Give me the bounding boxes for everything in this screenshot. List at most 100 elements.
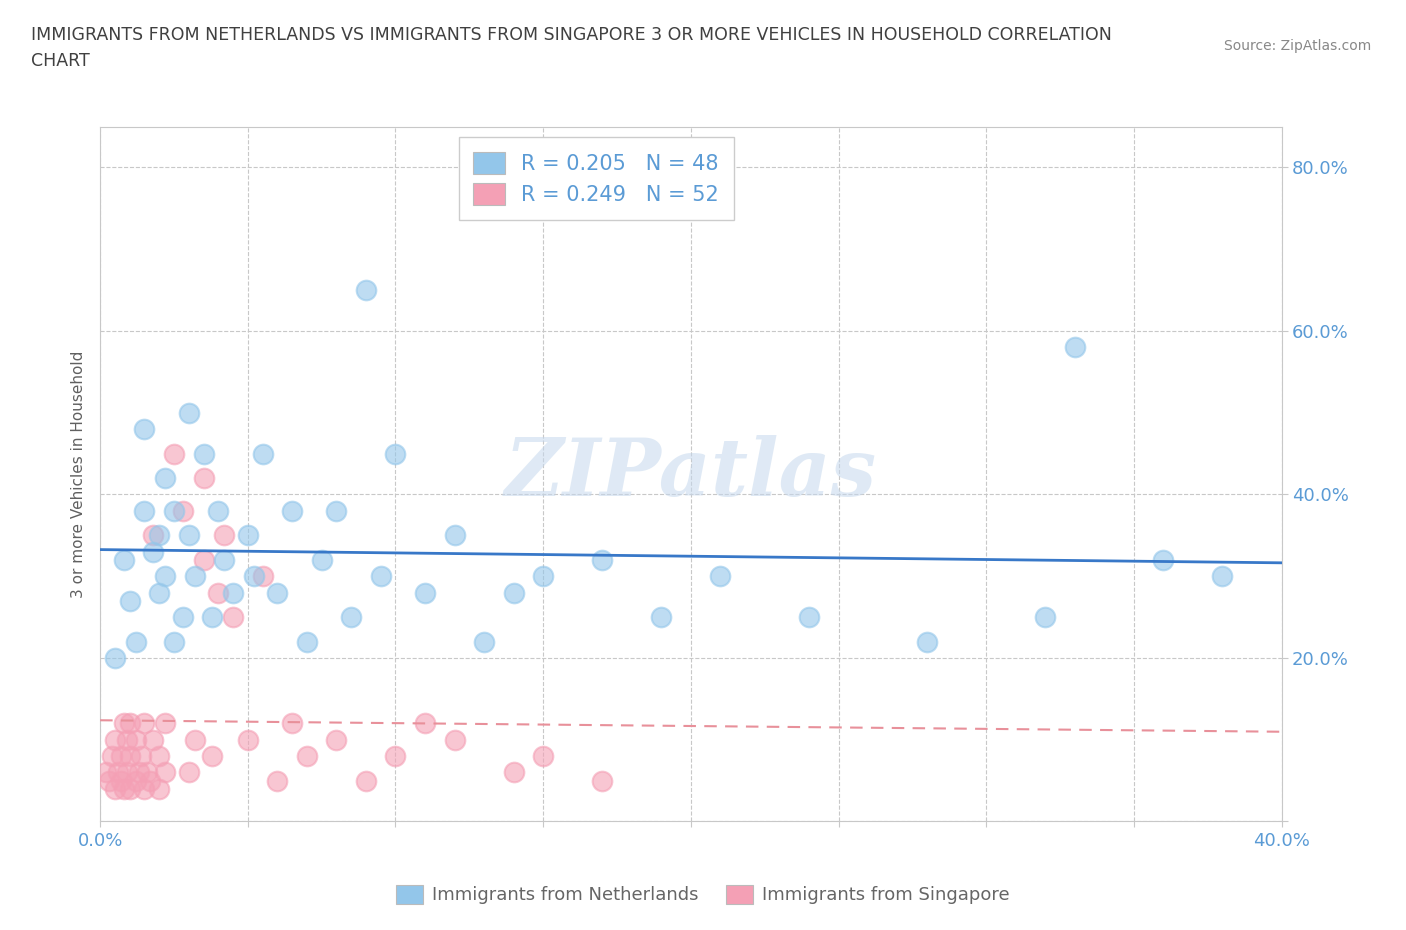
Text: ZIPatlas: ZIPatlas [505,435,877,512]
Point [207,503,229,518]
Point [413,716,436,731]
Point [142,732,165,747]
Point [124,634,146,649]
Point [183,732,205,747]
Point [128,765,150,780]
Point [201,610,224,625]
Point [139,773,162,788]
Point [591,773,613,788]
Point [201,749,224,764]
Point [354,283,377,298]
Point [115,732,138,747]
Point [98,773,121,788]
Point [236,528,259,543]
Point [118,749,141,764]
Point [295,634,318,649]
Point [112,781,135,796]
Point [252,569,274,584]
Point [650,610,672,625]
Point [177,528,200,543]
Point [177,405,200,420]
Point [104,651,127,666]
Point [124,773,146,788]
Point [101,749,124,764]
Point [148,781,170,796]
Point [163,446,186,461]
Point [124,732,146,747]
Point [295,749,318,764]
Point [153,569,176,584]
Point [112,552,135,567]
Text: Source: ZipAtlas.com: Source: ZipAtlas.com [1223,39,1371,53]
Point [384,749,406,764]
Point [1211,569,1233,584]
Legend: R = 0.205   N = 48, R = 0.249   N = 52: R = 0.205 N = 48, R = 0.249 N = 52 [458,137,734,219]
Point [104,732,127,747]
Point [163,503,186,518]
Point [207,585,229,600]
Point [134,421,156,436]
Point [354,773,377,788]
Point [531,569,554,584]
Point [212,552,235,567]
Point [148,749,170,764]
Point [502,585,524,600]
Point [193,552,215,567]
Point [148,585,170,600]
Point [110,749,132,764]
Point [266,773,288,788]
Point [472,634,495,649]
Point [242,569,264,584]
Point [709,569,731,584]
Point [311,552,333,567]
Point [193,471,215,485]
Point [118,593,141,608]
Point [1152,552,1174,567]
Point [115,765,138,780]
Point [281,503,304,518]
Point [222,610,245,625]
Point [110,773,132,788]
Point [148,528,170,543]
Point [325,503,347,518]
Point [384,446,406,461]
Point [107,765,129,780]
Point [1063,339,1085,354]
Point [325,732,347,747]
Point [222,585,245,600]
Point [281,716,304,731]
Point [212,528,235,543]
Point [266,585,288,600]
Point [443,528,465,543]
Point [502,765,524,780]
Legend: Immigrants from Netherlands, Immigrants from Singapore: Immigrants from Netherlands, Immigrants … [389,878,1017,911]
Point [252,446,274,461]
Point [134,716,156,731]
Point [104,781,127,796]
Point [118,781,141,796]
Point [183,569,205,584]
Point [134,781,156,796]
Point [163,634,186,649]
Point [112,716,135,731]
Point [153,471,176,485]
Point [1033,610,1056,625]
Point [153,716,176,731]
Point [531,749,554,764]
Point [236,732,259,747]
Text: IMMIGRANTS FROM NETHERLANDS VS IMMIGRANTS FROM SINGAPORE 3 OR MORE VEHICLES IN H: IMMIGRANTS FROM NETHERLANDS VS IMMIGRANT… [31,26,1112,71]
Point [131,749,153,764]
Point [340,610,363,625]
Point [118,716,141,731]
Point [94,765,117,780]
Point [797,610,820,625]
Point [177,765,200,780]
Point [153,765,176,780]
Point [193,446,215,461]
Point [172,503,194,518]
Point [136,765,159,780]
Point [142,544,165,559]
Point [915,634,938,649]
Point [370,569,392,584]
Point [443,732,465,747]
